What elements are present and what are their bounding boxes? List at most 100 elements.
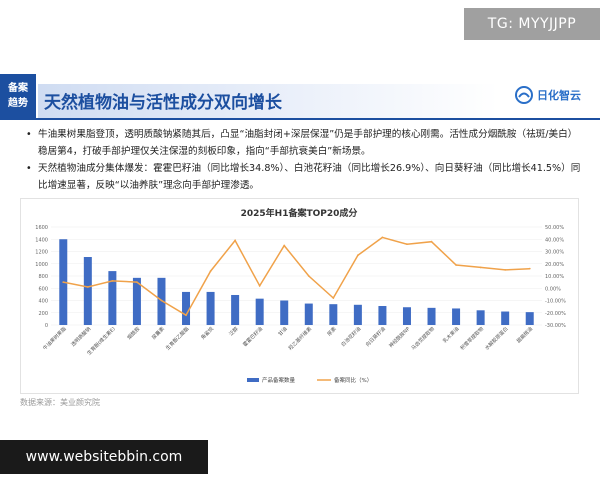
summary-bullets: 牛油果树果脂登顶，透明质酸钠紧随其后，凸显“油脂封闭+深层保湿”仍是手部护理的核…: [26, 126, 582, 194]
x-tick-label: 水解胶原蛋白: [483, 325, 509, 351]
x-tick-label: 尿囊素: [150, 325, 166, 341]
x-tick-label: 生育酚乙酸酯: [164, 325, 190, 351]
line-point: [455, 264, 457, 266]
y-right-tick-label: 30.00%: [545, 250, 564, 256]
bar: [353, 304, 362, 325]
x-tick-label: 角鲨烷: [199, 325, 215, 341]
chart-title: 2025年H1备案TOP20成分: [241, 207, 358, 219]
bar: [182, 291, 191, 325]
bar: [402, 307, 411, 325]
bar: [206, 291, 215, 325]
y-left-tick-label: 800: [38, 274, 48, 280]
page-title: 天然植物油与活性成分双向增长: [44, 93, 282, 113]
bar: [157, 277, 166, 325]
bar: [108, 271, 117, 325]
y-left-tick-label: 400: [38, 299, 48, 305]
line-point: [111, 280, 114, 282]
bar: [476, 310, 485, 325]
y-right-tick-label: 0.00%: [545, 286, 561, 292]
y-left-tick-label: 1000: [35, 262, 48, 268]
grid-layer: [51, 226, 542, 326]
line-point: [479, 266, 482, 269]
bar: [231, 294, 240, 325]
x-tick-label: 向日葵籽油: [364, 325, 387, 348]
line-point: [86, 286, 89, 288]
line-point: [504, 268, 507, 271]
x-tick-label: 羟乙基纤维素: [287, 325, 313, 351]
line-point: [283, 244, 286, 247]
bar: [304, 303, 313, 325]
line-point: [136, 281, 138, 284]
watermark-bottom: www.websitebbin.com: [0, 440, 208, 474]
x-tick-label: 透明质酸钠: [70, 325, 93, 348]
watermark-top: TG: MYYJJPP: [464, 8, 600, 40]
bar: [501, 311, 510, 325]
y-right-tick-label: -20.00%: [545, 311, 566, 317]
line-point: [62, 281, 65, 284]
y-left-tick-label: 0: [45, 323, 48, 329]
brand-logo: 日化智云: [514, 86, 581, 104]
x-tick-label: 牛油果树果脂: [42, 325, 68, 351]
section-tag: 备案 趋势: [0, 74, 36, 118]
x-tick-label: 尿素: [326, 325, 338, 337]
line-point: [234, 239, 237, 242]
line-layer: [62, 236, 531, 317]
legend-label-bar: 产品备案数量: [262, 376, 296, 384]
x-tick-label: 霍霍巴籽油: [241, 325, 264, 348]
line-point: [160, 299, 163, 302]
x-tick-label: 甜扁桃油: [515, 325, 534, 344]
headline-background: [38, 84, 498, 118]
combo-chart: 2025年H1备案TOP20成分 0 200 400 600 800 1000 1200 14…: [35, 207, 566, 384]
section-tag-line-2: 趋势: [8, 98, 28, 109]
line-point: [258, 284, 261, 287]
x-tick-label: 积雪草提取物: [459, 325, 485, 351]
y-right-tick-label: 20.00%: [545, 262, 564, 268]
line-point: [381, 236, 384, 239]
line-point: [332, 297, 335, 299]
y-left-tick-label: 200: [38, 311, 48, 317]
line-point: [430, 240, 433, 243]
cloud-logo-icon: [515, 86, 533, 104]
y-left-tick-label: 1600: [35, 225, 48, 231]
line-point: [528, 267, 531, 270]
y-left-tick-label: 1200: [35, 250, 48, 256]
bar: [427, 307, 436, 325]
y-right-tick-label: -30.00%: [545, 323, 566, 329]
y-left-tick-label: 600: [38, 286, 48, 292]
bar: [132, 277, 141, 325]
title-divider: [0, 118, 600, 120]
x-tick-label: 马齿苋提取物: [410, 325, 436, 351]
line-point: [356, 254, 359, 257]
y-right-tick-label: 40.00%: [545, 237, 564, 243]
y-left-tick-label: 1400: [35, 237, 48, 243]
bar: [378, 306, 387, 325]
y-right-tick-label: 10.00%: [545, 274, 564, 280]
bullet-item: 天然植物油成分集体爆发：霍霍巴籽油（同比增长34.8%）、白池花籽油（同比增长2…: [26, 160, 582, 194]
chart-container: 2025年H1备案TOP20成分 0 200 400 600 800 1000 1200 14…: [20, 198, 579, 394]
y-right-tick-label: -10.00%: [545, 299, 566, 305]
bar: [255, 298, 264, 325]
section-tag-line-1: 备案: [8, 83, 28, 94]
line-point: [185, 314, 187, 317]
line-point: [307, 275, 310, 277]
bar: [452, 308, 461, 325]
x-tick-label: 白池花籽油: [340, 325, 363, 348]
y-right-tick-label: 50.00%: [545, 225, 564, 231]
legend-swatch-bar: [247, 378, 259, 382]
bar: [83, 257, 92, 325]
bullet-item: 牛油果树果脂登顶，透明质酸钠紧随其后，凸显“油脂封闭+深层保湿”仍是手部护理的核…: [26, 126, 582, 160]
x-tick-label: 乳木果油: [441, 325, 460, 344]
x-tick-label: 泛醇: [228, 325, 240, 337]
x-tick-label: 甘油: [277, 325, 289, 337]
x-tick-label: 烟酰胺: [126, 325, 142, 341]
line-series-path: [63, 236, 530, 317]
x-tick-label: 神经酰胺NP: [388, 325, 412, 349]
bar: [280, 300, 289, 325]
bar: [525, 312, 534, 325]
line-point: [209, 270, 212, 272]
line-point: [406, 243, 408, 246]
bar: [329, 304, 338, 325]
legend-layer: 产品备案数量 备案同比（%）: [247, 376, 372, 384]
data-source: 数据来源：美业颜究院: [20, 398, 100, 407]
brand-logo-text: 日化智云: [537, 89, 581, 102]
